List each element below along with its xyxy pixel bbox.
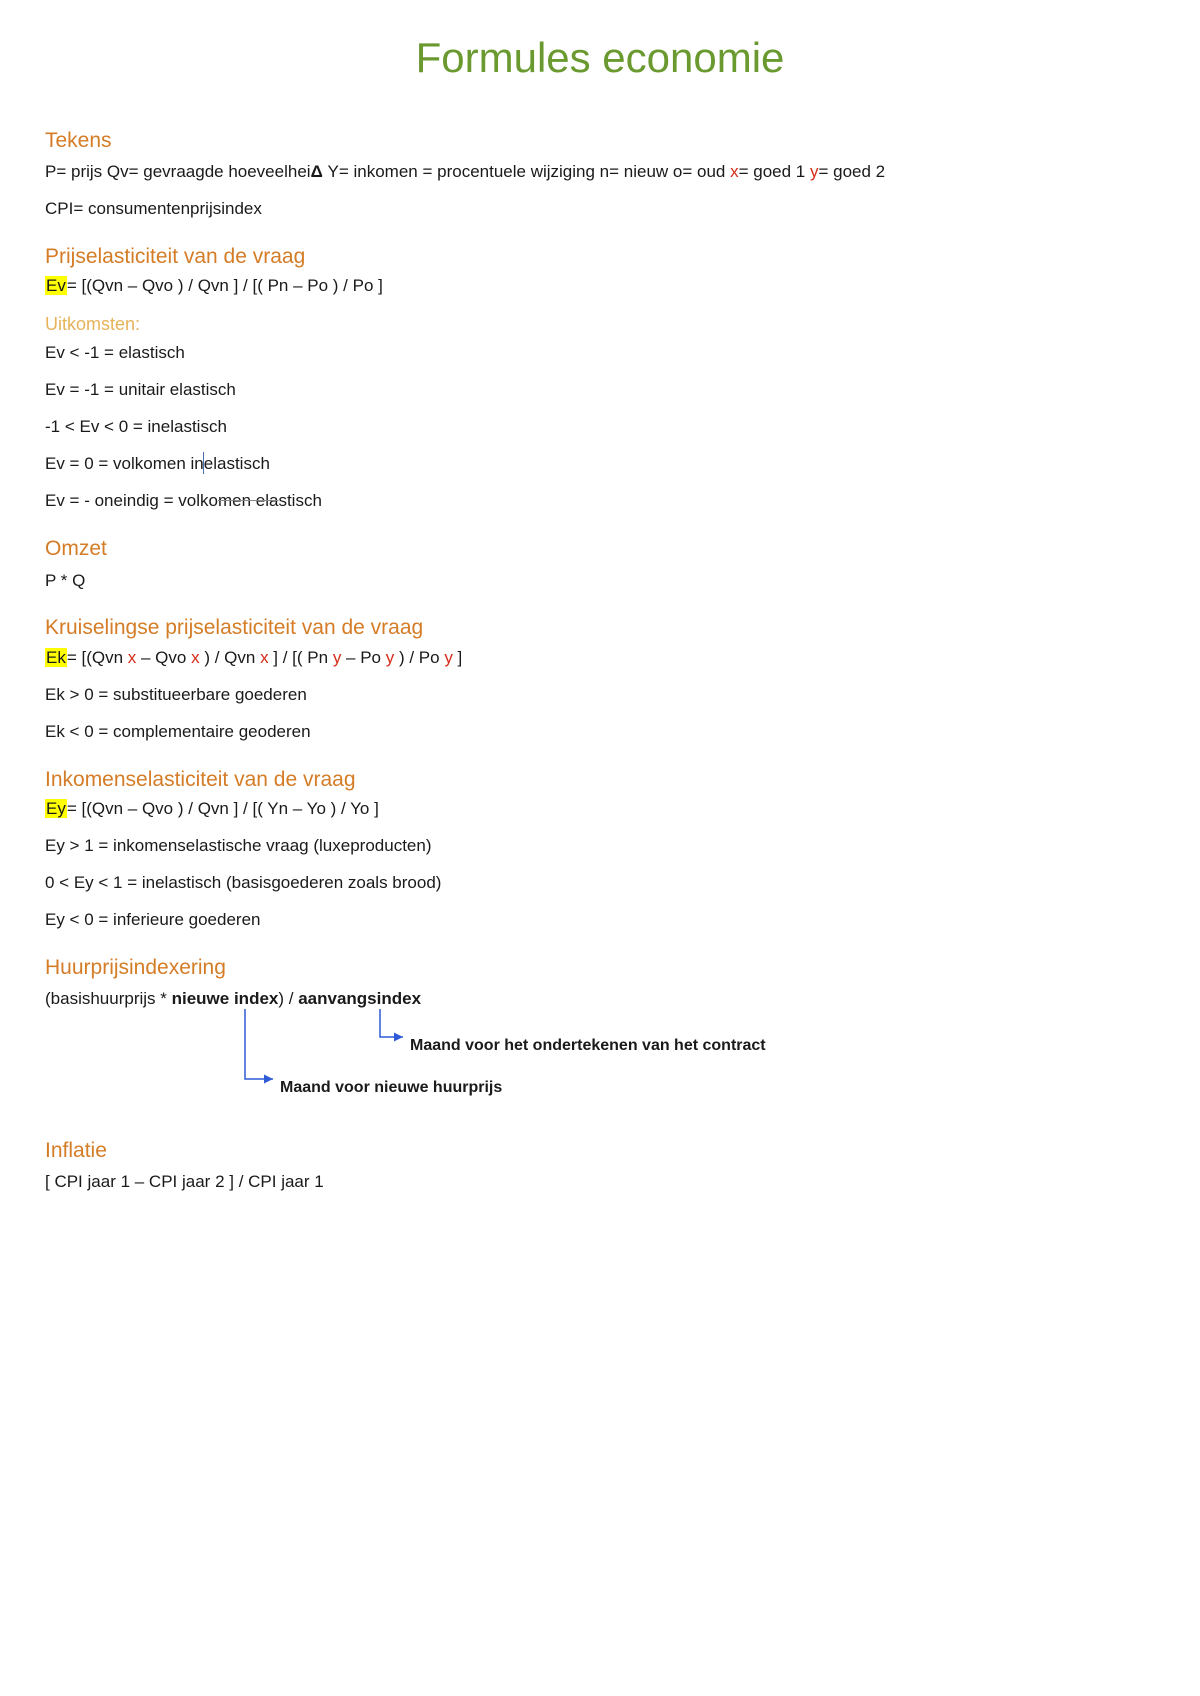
ek-text: – Qvo — [136, 648, 191, 667]
ek-text: – Po — [341, 648, 385, 667]
delta-icon: Δ — [311, 162, 323, 181]
section-tekens-heading: Tekens — [45, 127, 1155, 155]
section-ey-heading: Inkomenselasticiteit van de vraag — [45, 766, 1155, 794]
ek-y: y — [386, 648, 395, 667]
ey-outcome: Ey < 0 = inferieure goederen — [45, 909, 1155, 932]
section-ev-heading: Prijselasticiteit van de vraag — [45, 243, 1155, 271]
annotation-arrows-icon — [45, 1015, 445, 1115]
ev-strike: men ela — [218, 491, 278, 510]
ev-outcome-strike: Ev = - oneindig = volkomen elastisch — [45, 490, 1155, 513]
huur-text: (basishuurprijs * — [45, 989, 172, 1008]
ey-formula: Ey= [(Qvn – Qvo ) / Qvn ] / [( Yn – Yo )… — [45, 798, 1155, 821]
ey-formula-text: = [(Qvn – Qvo ) / Qvn ] / [( Yn – Yo ) /… — [67, 799, 379, 818]
tekens-text: Y= inkomen = procentuele wijziging n= ni… — [323, 162, 730, 181]
ek-text: = [(Qvn — [67, 648, 128, 667]
ek-text: ) / Qvn — [200, 648, 260, 667]
inflatie-formula: [ CPI jaar 1 – CPI jaar 2 ] / CPI jaar 1 — [45, 1171, 1155, 1194]
ev-formula: Ev= [(Qvn – Qvo ) / Qvn ] / [( Pn – Po )… — [45, 275, 1155, 298]
uitkomsten-label: Uitkomsten: — [45, 312, 1155, 336]
section-ek-heading: Kruiselingse prijselasticiteit van de vr… — [45, 614, 1155, 642]
ey-outcome: 0 < Ey < 1 = inelastisch (basisgoederen … — [45, 872, 1155, 895]
ek-x: x — [128, 648, 137, 667]
ev-text: stisch — [278, 491, 321, 510]
section-inflatie-heading: Inflatie — [45, 1137, 1155, 1165]
tekens-line1: P= prijs Qv= gevraagde hoeveelheiΔ Y= in… — [45, 161, 1155, 184]
ek-y: y — [444, 648, 453, 667]
tekens-line2: CPI= consumentenprijsindex — [45, 198, 1155, 221]
ek-text: ] — [453, 648, 462, 667]
section-omzet-heading: Omzet — [45, 535, 1155, 563]
tekens-text: P= prijs Qv= gevraagde hoeveelhei — [45, 162, 311, 181]
ek-x: x — [260, 648, 269, 667]
ev-text: Ev = - oneindig = volko — [45, 491, 218, 510]
ek-text: ] / [( Pn — [269, 648, 333, 667]
ek-formula: Ek= [(Qvn x – Qvo x ) / Qvn x ] / [( Pn … — [45, 647, 1155, 670]
ek-text: ) / Po — [394, 648, 444, 667]
ek-outcome: Ek > 0 = substitueerbare goederen — [45, 684, 1155, 707]
huur-annotations: Maand voor het ondertekenen van het cont… — [45, 1015, 1155, 1115]
huur-note-nieuwe-index: Maand voor nieuwe huurprijs — [280, 1077, 502, 1099]
ev-symbol: Ev — [45, 276, 67, 295]
huur-formula: (basishuurprijs * nieuwe index) / aanvan… — [45, 988, 1155, 1011]
ek-symbol: Ek — [45, 648, 67, 667]
ev-outcome: -1 < Ev < 0 = inelastisch — [45, 416, 1155, 439]
ek-outcome: Ek < 0 = complementaire geoderen — [45, 721, 1155, 744]
ey-outcome: Ey > 1 = inkomenselastische vraag (luxep… — [45, 835, 1155, 858]
ev-text: Ev = 0 = volkomen in — [45, 454, 204, 473]
huur-nieuwe-index: nieuwe index — [172, 989, 279, 1008]
tekens-text: = goed 2 — [818, 162, 885, 181]
ev-text: elastisch — [204, 454, 270, 473]
huur-note-aanvangsindex: Maand voor het ondertekenen van het cont… — [410, 1035, 766, 1057]
section-huur-heading: Huurprijsindexering — [45, 954, 1155, 982]
ek-x: x — [191, 648, 200, 667]
tekens-text: = goed 1 — [739, 162, 810, 181]
ev-outcome: Ev = -1 = unitair elastisch — [45, 379, 1155, 402]
text-cursor-icon — [203, 452, 204, 474]
tekens-x: x — [730, 162, 739, 181]
ev-outcome-cursor: Ev = 0 = volkomen inelastisch — [45, 453, 1155, 476]
ev-formula-text: = [(Qvn – Qvo ) / Qvn ] / [( Pn – Po ) /… — [67, 276, 383, 295]
ey-symbol: Ey — [45, 799, 67, 818]
page-title: Formules economie — [45, 30, 1155, 87]
omzet-formula: P * Q — [45, 570, 1155, 593]
ev-outcome: Ev < -1 = elastisch — [45, 342, 1155, 365]
huur-text: ) / — [278, 989, 298, 1008]
huur-aanvangsindex: aanvangsindex — [298, 989, 421, 1008]
